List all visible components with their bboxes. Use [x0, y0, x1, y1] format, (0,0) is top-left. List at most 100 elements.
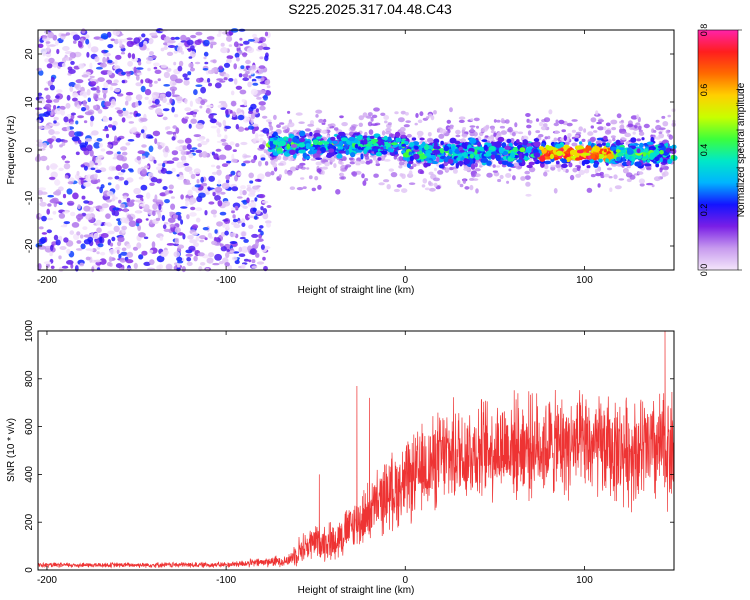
spectrogram-cell: [630, 115, 638, 120]
spectrogram-cell: [48, 129, 55, 135]
spectrogram-cell: [140, 85, 146, 93]
spectrogram-cell: [173, 251, 181, 258]
spectrogram-cell: [120, 146, 128, 151]
spectrogram-cell: [254, 133, 259, 139]
spectrogram-cell: [385, 127, 392, 133]
spectrogram-cell: [210, 164, 216, 168]
spectrogram-cell: [626, 160, 631, 166]
spectrogram-cell: [234, 52, 240, 58]
spectrogram-cell: [176, 161, 184, 169]
spectrogram-cell: [49, 163, 58, 170]
spectrogram-cell: [113, 225, 120, 233]
spectrogram-cell: [196, 138, 205, 142]
snr-series-line: [37, 330, 675, 569]
spectrogram-cell: [90, 167, 96, 171]
spectrogram-cell: [633, 125, 638, 129]
spectrogram-cell: [370, 138, 379, 143]
spectrogram-cell: [89, 78, 96, 82]
spectrogram-cell: [160, 47, 165, 52]
spectrogram-cell: [459, 149, 465, 153]
spectrogram-cell: [594, 168, 598, 174]
spectrogram-cell: [205, 192, 210, 195]
spectrogram-cell: [129, 112, 133, 115]
spectrogram-cell: [46, 229, 52, 234]
spectrogram-cell: [56, 89, 63, 93]
spectrogram-cell: [123, 207, 129, 213]
spectrogram-cell: [451, 145, 456, 152]
spectrogram-cell: [58, 255, 62, 260]
spectrogram-cell: [266, 85, 271, 89]
spectrogram-cell: [387, 122, 392, 126]
spectrogram-cell: [221, 182, 230, 190]
spectrogram-cell: [583, 152, 591, 156]
spectrogram-cell: [62, 211, 69, 214]
spectrogram-cell: [220, 231, 226, 237]
spectrogram-cell: [156, 265, 162, 270]
spectrogram-cell: [480, 128, 485, 133]
spectrogram-cell: [239, 37, 243, 41]
spectrogram-cell: [661, 172, 666, 176]
spectrogram-cell: [54, 179, 61, 186]
spectrogram-cell: [195, 207, 203, 212]
spectrogram-cell: [528, 166, 536, 173]
spectrogram-cell: [194, 39, 202, 46]
spectrogram-cell: [238, 253, 246, 257]
spectrogram-cell: [495, 154, 501, 162]
spectrogram-cell: [242, 77, 249, 82]
spectrogram-cell: [255, 108, 259, 113]
spectrogram-cell: [80, 178, 84, 185]
snr-y-tick-label: 600: [24, 418, 35, 435]
spectrogram-cell: [575, 164, 581, 168]
spectrogram-cell: [607, 167, 612, 171]
spectrogram-cell: [473, 117, 480, 122]
spectrogram-cell: [242, 73, 249, 78]
spectrogram-cell: [659, 157, 663, 163]
spectrogram-cell: [144, 96, 149, 100]
spectrogram-cell: [193, 89, 198, 96]
spectrogram-cell: [624, 132, 631, 138]
spectrogram-cell: [463, 167, 471, 171]
spectrogram-cell: [250, 118, 254, 125]
spectrogram-cell: [653, 129, 657, 133]
spectrogram-cell: [107, 70, 113, 76]
spectrogram-cell: [383, 115, 390, 120]
spectrogram-cell: [53, 131, 61, 135]
spectrogram-cell: [113, 65, 119, 70]
spectrogram-cell: [419, 111, 424, 117]
spectrogram-cell: [638, 178, 646, 184]
spectrogram-cell: [249, 248, 257, 256]
spectrogram-y-axis: -20 -10 0 10 20: [24, 48, 674, 253]
spectrogram-cell: [42, 35, 48, 39]
spectrogram-cell: [55, 239, 61, 246]
spectrogram-cell: [84, 138, 93, 142]
spectrogram-cell: [340, 137, 348, 142]
spectrogram-cell: [596, 121, 602, 125]
spectrogram-cell: [112, 29, 121, 36]
spectrogram-cell: [258, 101, 266, 106]
spectrogram-cell: [324, 161, 330, 167]
spectrogram-cell: [171, 88, 175, 96]
spectrogram-cell: [231, 207, 236, 211]
spectrogram-cell: [587, 131, 594, 136]
spectrogram-cell: [45, 94, 51, 100]
spectrogram-cell: [117, 171, 124, 176]
spectrogram-cell: [96, 85, 100, 91]
spectrogram-cell: [126, 40, 134, 47]
spectrogram-cell: [566, 123, 573, 127]
spectrogram-cells: [34, 28, 678, 273]
spectrogram-cell: [227, 264, 233, 270]
spectrogram-cell: [183, 77, 190, 81]
spectrogram-cell: [561, 163, 568, 168]
spectrogram-cell: [349, 125, 356, 131]
spectrogram-cell: [63, 116, 69, 123]
spectrogram-cell: [67, 200, 75, 206]
spectrogram-cell: [259, 105, 266, 111]
spectrogram-cell: [226, 35, 233, 42]
spectrogram-cell: [225, 179, 230, 184]
spectrogram-cell: [144, 37, 150, 42]
spectrogram-cell: [367, 121, 373, 127]
spectrogram-cell: [399, 126, 406, 132]
spectrogram-cell: [206, 107, 211, 114]
spectrogram-cell: [578, 169, 585, 176]
spectrogram-cell: [504, 145, 511, 150]
